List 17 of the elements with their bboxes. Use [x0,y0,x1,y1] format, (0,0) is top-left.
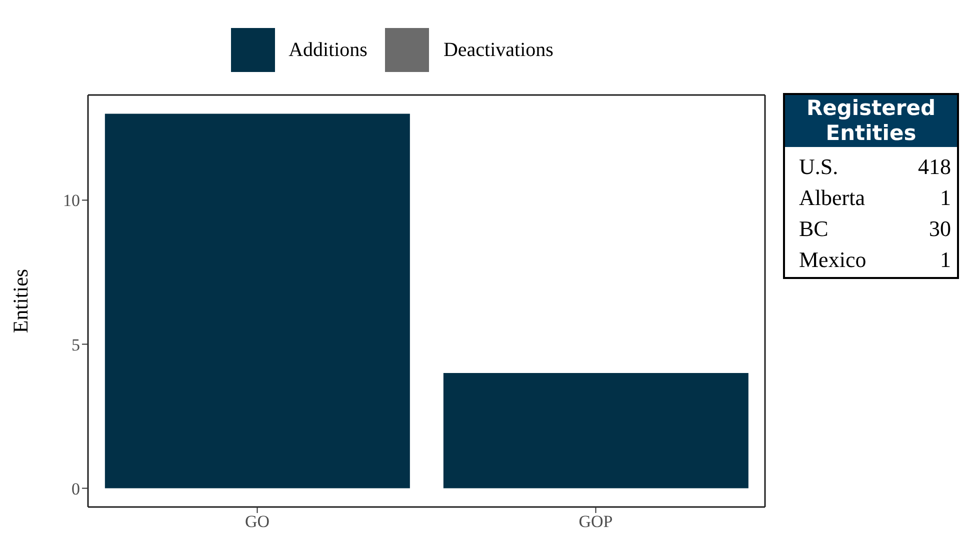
legend-label: Deactivations [443,38,554,62]
data-label: 418 [918,153,951,181]
legend-label: Additions [288,38,368,62]
y-axis-title: Entities [8,268,32,334]
category-label: Mexico [799,246,866,274]
y-tick-label: 10 [63,191,80,210]
y-tick-label: 5 [72,335,80,354]
x-tick-label: GOP [578,512,613,532]
y-tick-label: 0 [72,479,80,498]
category-label: U.S. [799,153,838,181]
category-label: BC [799,215,828,243]
data-label: 30 [929,215,951,243]
data-label: 1 [940,184,951,212]
x-tick-label: GO [244,512,270,532]
category-label: Alberta [799,184,865,212]
text: Registered Entities [785,95,957,147]
data-label: 1 [940,246,951,274]
